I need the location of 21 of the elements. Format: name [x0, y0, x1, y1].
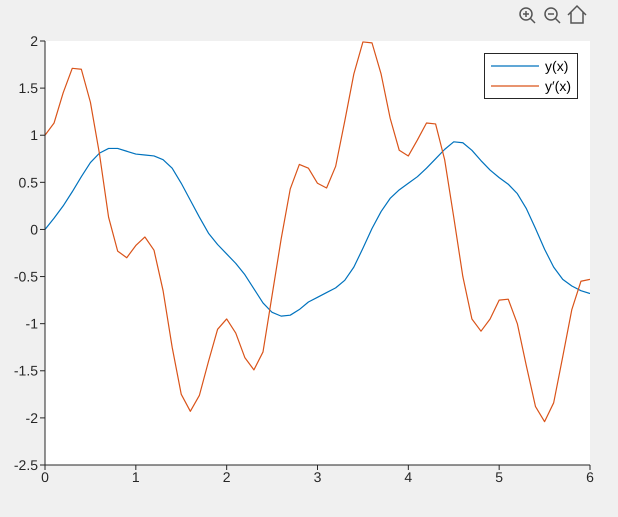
line-series — [45, 41, 590, 422]
x-tick-label: 6 — [586, 468, 594, 485]
y-tick-label: 1 — [30, 127, 38, 144]
y-tick-label: -1 — [26, 316, 38, 332]
y-tick-label: 0.5 — [18, 174, 38, 190]
legend-label: y(x) — [545, 57, 568, 76]
y-tick-label: -1.5 — [14, 362, 38, 379]
y-tick-label: 0 — [30, 221, 38, 238]
y-tick-label: -2 — [26, 410, 38, 426]
x-tick-label: 2 — [222, 468, 231, 485]
line-series — [45, 141, 590, 317]
y-tick-label: 1.5 — [18, 80, 38, 96]
x-tick-label: 0 — [41, 468, 50, 485]
x-tick-label: 1 — [132, 468, 140, 485]
x-tick-label: 4 — [404, 468, 412, 485]
y-tick-label: -2.5 — [14, 456, 38, 473]
legend-label: y′(x) — [545, 77, 571, 96]
y-tick-label: 2 — [30, 32, 38, 49]
x-tick-label: 5 — [495, 468, 504, 485]
y-tick-label: -0.5 — [14, 268, 38, 285]
x-tick-label: 3 — [314, 468, 322, 485]
